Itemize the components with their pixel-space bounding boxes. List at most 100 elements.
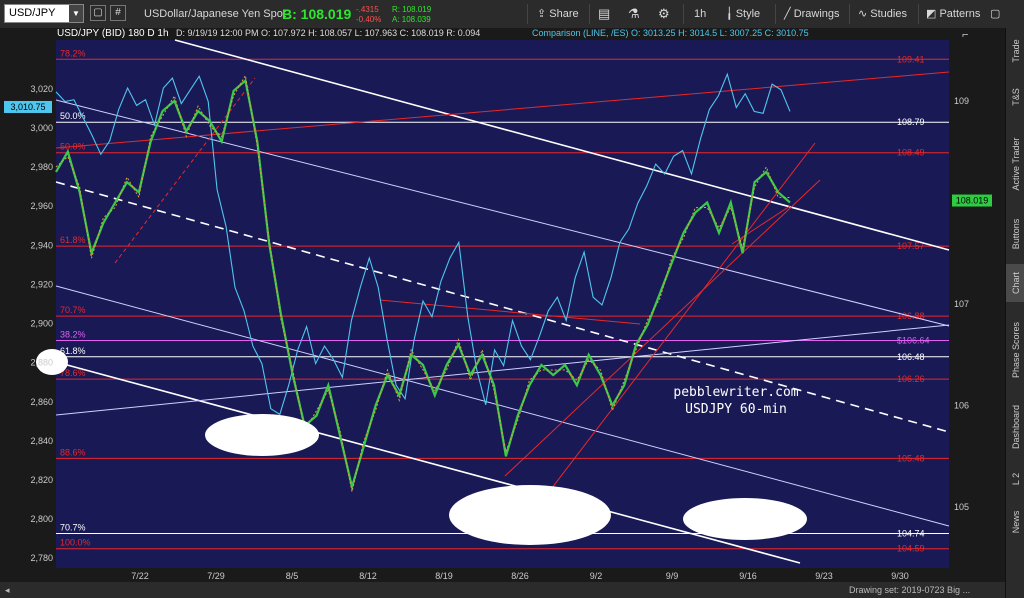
- highlight-oval: [36, 349, 68, 375]
- fib-label-right: 104.59: [897, 544, 925, 554]
- divider: [849, 4, 850, 24]
- side-tab-t-s[interactable]: T&S: [1006, 78, 1024, 116]
- current-price-value: 108.019: [956, 196, 989, 206]
- fib-label-left: 61.8%: [60, 346, 86, 356]
- fib-label-left: 61.8%: [60, 235, 86, 245]
- fib-label-left: 50.0%: [60, 111, 86, 121]
- left-price-axis: 3,020 3,000 2,980 2,960 2,940 2,920 2,900 2,880…: [4, 84, 53, 563]
- divider: [589, 4, 590, 24]
- time-tick-label: 8/5: [286, 571, 299, 581]
- left-tick-label: 2,820: [30, 475, 53, 485]
- side-tab-label: News: [1010, 510, 1021, 534]
- time-tick-label: 8/12: [359, 571, 377, 581]
- comparison-readout: Comparison (LINE, /ES) O: 3013.25 H: 301…: [532, 28, 809, 38]
- usdjpy-candle-overlay: [55, 74, 791, 492]
- left-tick-label: 2,860: [30, 397, 53, 407]
- print-icon[interactable]: ▤: [598, 6, 611, 21]
- watermark-site: pebblewriter.com: [673, 385, 798, 400]
- side-tab-label: L 2: [1010, 472, 1021, 486]
- aux-price: R: 108.019: [392, 5, 432, 14]
- es-comparison-line: [55, 72, 791, 416]
- highlight-oval: [449, 485, 611, 545]
- top-toolbar: USD/JPY ▼ ▢ # USDollar/Japanese Yen Spot…: [0, 0, 1024, 29]
- fib-label-left: 38.2%: [60, 330, 86, 340]
- time-tick-label: 9/16: [739, 571, 757, 581]
- drawings-button[interactable]: ╱ Drawings: [784, 0, 840, 28]
- side-tab-active-trader[interactable]: Active Trader: [1006, 124, 1024, 204]
- right-tick-label: 107: [954, 299, 969, 309]
- symbol-input[interactable]: USD/JPY ▼: [4, 4, 84, 23]
- current-es-badge: [4, 100, 52, 113]
- left-tick-label: 2,880: [30, 358, 53, 368]
- fib-label-left: 70.7%: [60, 305, 86, 315]
- fib-label-right: 106.26: [897, 374, 925, 384]
- fib-label-right: 104.74: [897, 528, 925, 538]
- ask-price: A: 108.039: [392, 15, 431, 24]
- left-tick-label: 2,800: [30, 514, 53, 524]
- divider: [775, 4, 776, 24]
- time-tick-label: 7/22: [131, 571, 149, 581]
- patterns-button[interactable]: ◩ Patterns: [926, 0, 980, 28]
- fib-label-right: 108.79: [897, 117, 925, 127]
- watermark-caption: USDJPY 60-min: [685, 402, 787, 417]
- chevron-down-icon[interactable]: ▼: [69, 5, 83, 22]
- side-tab-chart[interactable]: Chart: [1006, 264, 1024, 302]
- fib-label-right: 107.57: [897, 241, 925, 251]
- gear-icon[interactable]: ⚙: [658, 6, 670, 21]
- pencil-icon: ╱: [784, 8, 794, 20]
- collapse-icon[interactable]: ⌐: [962, 29, 968, 41]
- patterns-label: Patterns: [939, 8, 981, 20]
- usdjpy-price-line: [55, 78, 791, 492]
- side-tab-trade[interactable]: Trade: [1006, 32, 1024, 70]
- side-tab-news[interactable]: News: [1006, 502, 1024, 542]
- fib-label-right: 106.48: [897, 352, 925, 362]
- style-label: Style: [735, 8, 761, 20]
- time-axis: 7/22 7/29 8/5 8/12 8/19 8/26 9/2 9/9 9/16 9/23 9/3…: [131, 571, 909, 581]
- studies-icon: ∿: [858, 8, 871, 20]
- side-tab-buttons[interactable]: Buttons: [1006, 212, 1024, 256]
- style-button[interactable]: ╽ Style: [726, 0, 760, 28]
- chart-title: USD/JPY (BID) 180 D 1h: [57, 28, 169, 39]
- plot-area: [56, 40, 949, 568]
- current-price-badge: [952, 194, 992, 207]
- side-tab-label: Trade: [1010, 39, 1021, 63]
- fib-label-right: 109.41: [897, 54, 925, 64]
- studies-label: Studies: [870, 8, 907, 20]
- left-tick-label: 3,020: [30, 84, 53, 94]
- highlight-oval: [205, 414, 319, 456]
- price-chart[interactable]: 78.2%109.4150.0%108.7950.0%108.4961.8%10…: [0, 28, 1005, 582]
- side-tab-label: Buttons: [1010, 218, 1021, 250]
- flask-icon[interactable]: ⚗: [628, 6, 640, 21]
- time-tick-label: 9/23: [815, 571, 833, 581]
- share-label: Share: [549, 8, 579, 20]
- timeframe-select[interactable]: 1h: [694, 8, 707, 20]
- scroll-left-icon[interactable]: ◂: [5, 585, 10, 595]
- left-tick-label: 2,780: [30, 553, 53, 563]
- symbol-description: USDollar/Japanese Yen Spot: [144, 8, 286, 20]
- side-tab-label: Chart: [1010, 271, 1021, 295]
- left-tick-label: 2,900: [30, 319, 53, 329]
- drawing-set-label[interactable]: Drawing set: 2019-0723 Big ...: [849, 585, 971, 595]
- side-tab-label: Active Trader: [1010, 137, 1021, 191]
- right-price-axis: 109108107106105108.019: [952, 96, 992, 512]
- candle-icon: ╽: [726, 8, 736, 20]
- share-button[interactable]: ⇪ Share: [537, 0, 579, 28]
- studies-button[interactable]: ∿ Studies: [858, 0, 907, 28]
- hash-icon[interactable]: #: [110, 5, 126, 21]
- status-bar: ◂ Drawing set: 2019-0723 Big ...: [0, 582, 1005, 598]
- fib-label-right: $106.64: [897, 336, 930, 346]
- bid-price: B: 108.019: [282, 6, 352, 22]
- ohlc-readout: D: 9/19/19 12:00 PM O: 107.972 H: 108.05…: [176, 28, 480, 38]
- drawings-label: Drawings: [793, 8, 840, 20]
- symbol-value: USD/JPY: [9, 7, 56, 19]
- fib-label-left: 88.6%: [60, 447, 86, 457]
- panel-toggle-icon[interactable]: ▢: [990, 8, 1001, 20]
- fib-label-left: 78.6%: [60, 368, 86, 378]
- link-icon[interactable]: ▢: [90, 5, 106, 21]
- side-tab-label: Dashboard: [1010, 404, 1021, 450]
- side-tab-dashboard[interactable]: Dashboard: [1006, 398, 1024, 456]
- divider: [527, 4, 528, 24]
- fib-label-left: 78.2%: [60, 48, 86, 58]
- side-tab-phase-scores[interactable]: Phase Scores: [1006, 310, 1024, 390]
- side-tab-l-2[interactable]: L 2: [1006, 464, 1024, 494]
